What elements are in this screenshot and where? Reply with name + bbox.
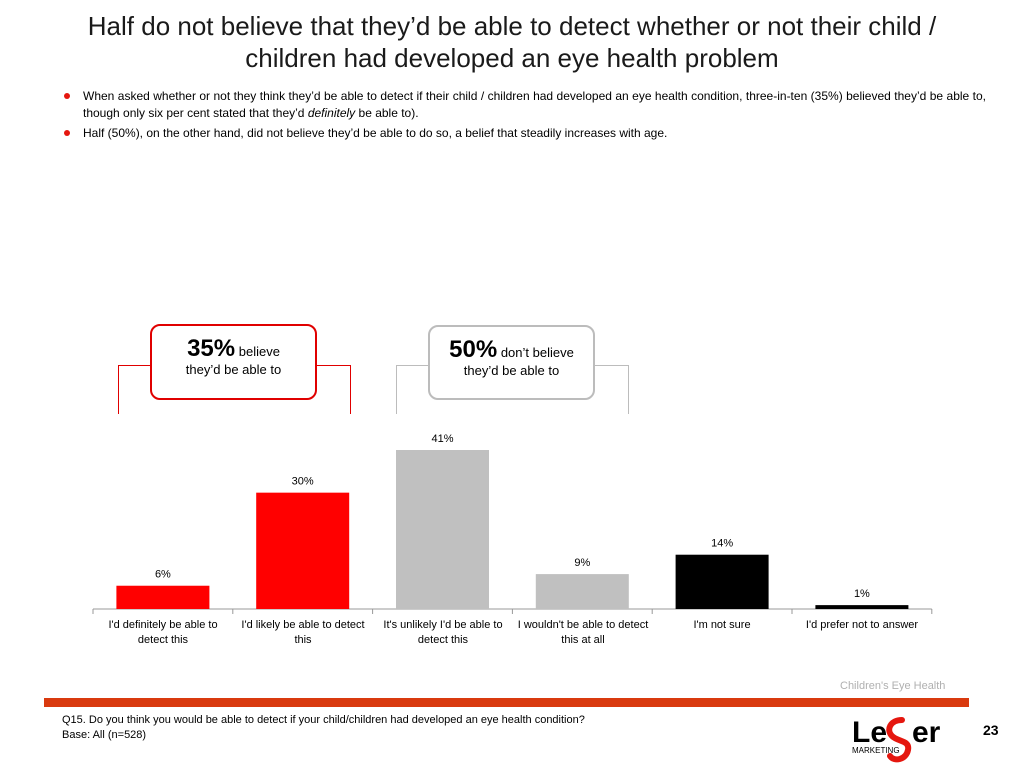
bar-value-label: 14% [711,538,733,550]
category-label: It's unlikely I'd be able to detect this [383,619,503,646]
logo-subtext: MARKETING [852,746,900,755]
footnote: Q15. Do you think you would be able to d… [62,713,585,743]
slide-title: Half do not believe that they’d be able … [20,10,1004,74]
section-tag: Children's Eye Health [840,680,946,692]
footer-rule [44,698,969,707]
leger-logo: Le er MARKETING [852,716,941,763]
bullet-1-emphasis: definitely [307,106,356,120]
bar-value-label: 6% [155,569,171,581]
believe-label: believe [238,344,280,359]
slide-title-line-2: children had developed an eye health pro… [245,43,779,73]
category-label: I'd prefer not to answer [805,619,919,631]
bullet-item: Half (50%), on the other hand, did not b… [64,125,986,142]
bar-value-label: 9% [574,557,590,569]
bar [675,554,769,609]
believe-percentage: 35% [187,335,236,362]
bullet-item: When asked whether or not they think the… [64,88,986,122]
bar-value-label: 1% [854,588,870,600]
logo-swirl-icon [886,717,912,763]
bar-value-label: 41% [431,433,453,445]
category-label: I'd likely be able to detect this [241,619,365,646]
bullet-1-text-a: When asked whether or not they think the… [83,89,986,120]
dont-believe-callout: 50% don’t believe they’d be able to [428,325,595,400]
dont-believe-label: don’t believe [500,345,574,360]
base-text: Base: All (n=528) [62,729,147,741]
logo-text-end: er [912,716,941,749]
page-number: 23 [983,722,999,738]
bar [535,574,629,609]
bullet-2-text: Half (50%), on the other hand, did not b… [83,126,668,140]
question-text: Q15. Do you think you would be able to d… [62,714,585,726]
slide-title-line-1: Half do not believe that they’d be able … [87,11,937,41]
logo-text-start: Le [852,716,887,749]
dont-believe-percentage: 50% [449,336,498,363]
bar [256,492,350,609]
category-label: I wouldn't be able to detect this at all [517,619,649,646]
bar-value-label: 30% [292,476,314,488]
category-label: I'm not sure [693,619,751,631]
dont-believe-label-2: they’d be able to [463,363,560,378]
bar [815,605,909,609]
bullet-list: When asked whether or not they think the… [64,88,986,145]
bullet-1-text-b: be able to). [355,106,419,120]
believe-label-2: they’d be able to [185,362,282,377]
bar [116,585,210,609]
believe-callout: 35% believe they’d be able to [150,324,317,400]
category-label: I'd definitely be able to detect this [108,619,218,646]
bar [396,450,489,609]
